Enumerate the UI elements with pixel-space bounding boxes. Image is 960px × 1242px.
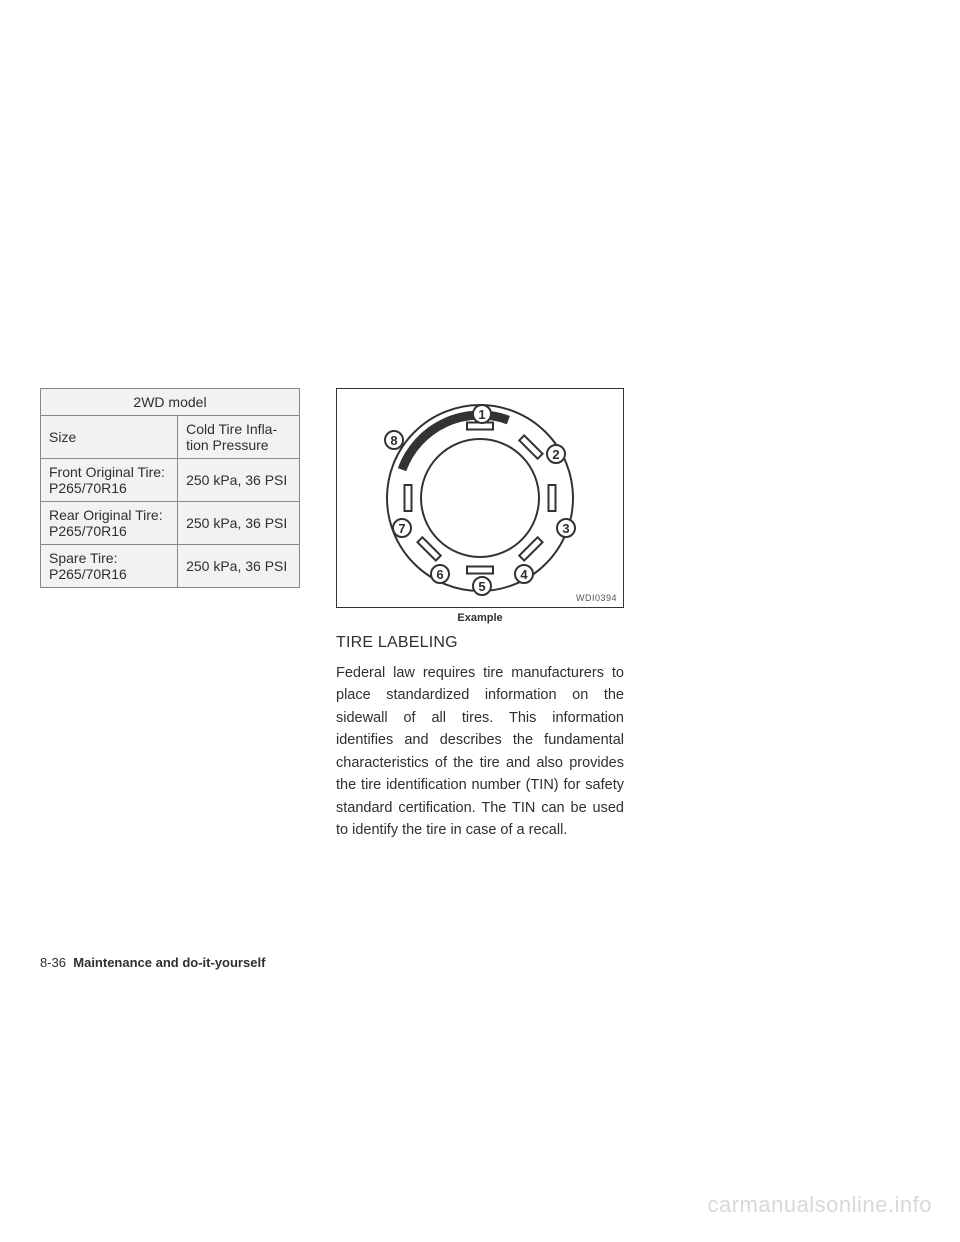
row-label: Spare Tire: P265/70R16 [41,545,178,588]
row-value: 250 kPa, 36 PSI [178,502,300,545]
callout-5: 5 [472,576,492,596]
row-label: Rear Original Tire: P265/70R16 [41,502,178,545]
page: 2WD model Size Cold Tire Infla- tion Pre… [0,0,960,1242]
tire-inner-ring [420,438,540,558]
table-header-size: Size [41,416,178,459]
right-column [660,388,920,842]
callout-1: 1 [472,404,492,424]
callout-4: 4 [514,564,534,584]
table-row: Rear Original Tire: P265/70R16 250 kPa, … [41,502,300,545]
section-body: Federal law requires tire manufacturers … [336,662,624,842]
content-columns: 2WD model Size Cold Tire Infla- tion Pre… [40,388,920,842]
label-bar [548,484,557,512]
tire-diagram: 1 2 3 4 5 6 7 8 [386,404,574,592]
callout-6: 6 [430,564,450,584]
middle-column: 1 2 3 4 5 6 7 8 WDI0394 Example TIRE LAB… [336,388,624,842]
callout-8: 8 [384,430,404,450]
label-bar [404,484,413,512]
figure-id: WDI0394 [576,593,617,603]
row-label: Front Original Tire: P265/70R16 [41,459,178,502]
section-title: Maintenance and do-it-yourself [73,955,265,970]
row-value: 250 kPa, 36 PSI [178,545,300,588]
table-row: Front Original Tire: P265/70R16 250 kPa,… [41,459,300,502]
table-title: 2WD model [41,389,300,416]
callout-3: 3 [556,518,576,538]
watermark: carmanualsonline.info [707,1192,932,1218]
label-bar [466,566,494,575]
row-value: 250 kPa, 36 PSI [178,459,300,502]
left-column: 2WD model Size Cold Tire Infla- tion Pre… [40,388,300,842]
tire-pressure-table: 2WD model Size Cold Tire Infla- tion Pre… [40,388,300,588]
table-header-pressure: Cold Tire Infla- tion Pressure [178,416,300,459]
page-number: 8-36 [40,955,66,970]
figure-caption: Example [336,612,624,624]
page-footer: 8-36 Maintenance and do-it-yourself [40,955,265,970]
section-heading: TIRE LABELING [336,634,624,652]
tire-label-figure: 1 2 3 4 5 6 7 8 WDI0394 [336,388,624,608]
table-row: Spare Tire: P265/70R16 250 kPa, 36 PSI [41,545,300,588]
callout-2: 2 [546,444,566,464]
tire-outer-ring: 1 2 3 4 5 6 7 8 [386,404,574,592]
callout-7: 7 [392,518,412,538]
